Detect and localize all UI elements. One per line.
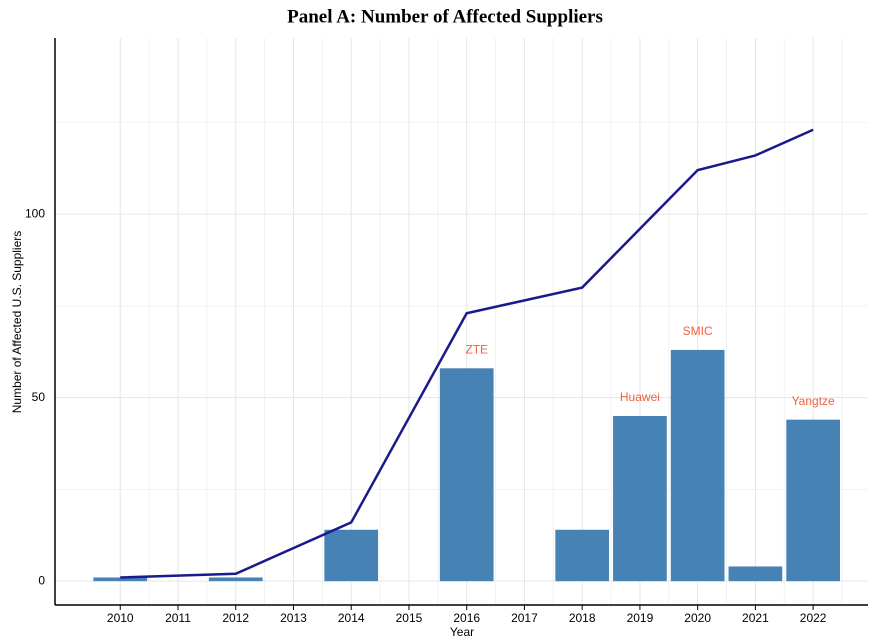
y-tick-label: 0 (38, 573, 45, 587)
bar (613, 416, 667, 582)
x-tick-label: 2013 (280, 611, 307, 625)
x-tick-label: 2020 (684, 611, 711, 625)
y-tick-label: 50 (32, 390, 46, 404)
bar (208, 577, 263, 582)
x-tick-label: 2018 (569, 611, 596, 625)
line (120, 128, 814, 579)
x-axis-label: Year (450, 625, 474, 639)
bar (439, 368, 494, 582)
bar (324, 529, 379, 582)
chart-title: Panel A: Number of Affected Suppliers (287, 6, 603, 27)
x-tick-label: 2022 (800, 611, 827, 625)
bar (728, 566, 783, 582)
bar (93, 577, 148, 582)
x-tick-label: 2011 (165, 611, 191, 625)
x-tick-label: 2010 (107, 611, 134, 625)
y-axis-label: Number of Affected U.S. Suppliers (10, 231, 24, 414)
x-tick-label: 2017 (511, 611, 538, 625)
annotation: SMIC (683, 324, 713, 338)
y-tick-label: 100 (25, 206, 45, 220)
x-tick-label: 2015 (396, 611, 423, 625)
bar (670, 349, 725, 582)
x-tick-label: 2014 (338, 611, 365, 625)
x-tick-label: 2021 (742, 611, 769, 625)
x-tick-label: 2019 (627, 611, 654, 625)
annotation: ZTE (465, 342, 488, 356)
x-tick-label: 2016 (453, 611, 480, 625)
bar (786, 419, 840, 582)
annotation: Huawei (620, 390, 660, 404)
annotation: Yangtze (792, 394, 835, 408)
bar (555, 529, 610, 582)
x-tick-label: 2012 (222, 611, 249, 625)
